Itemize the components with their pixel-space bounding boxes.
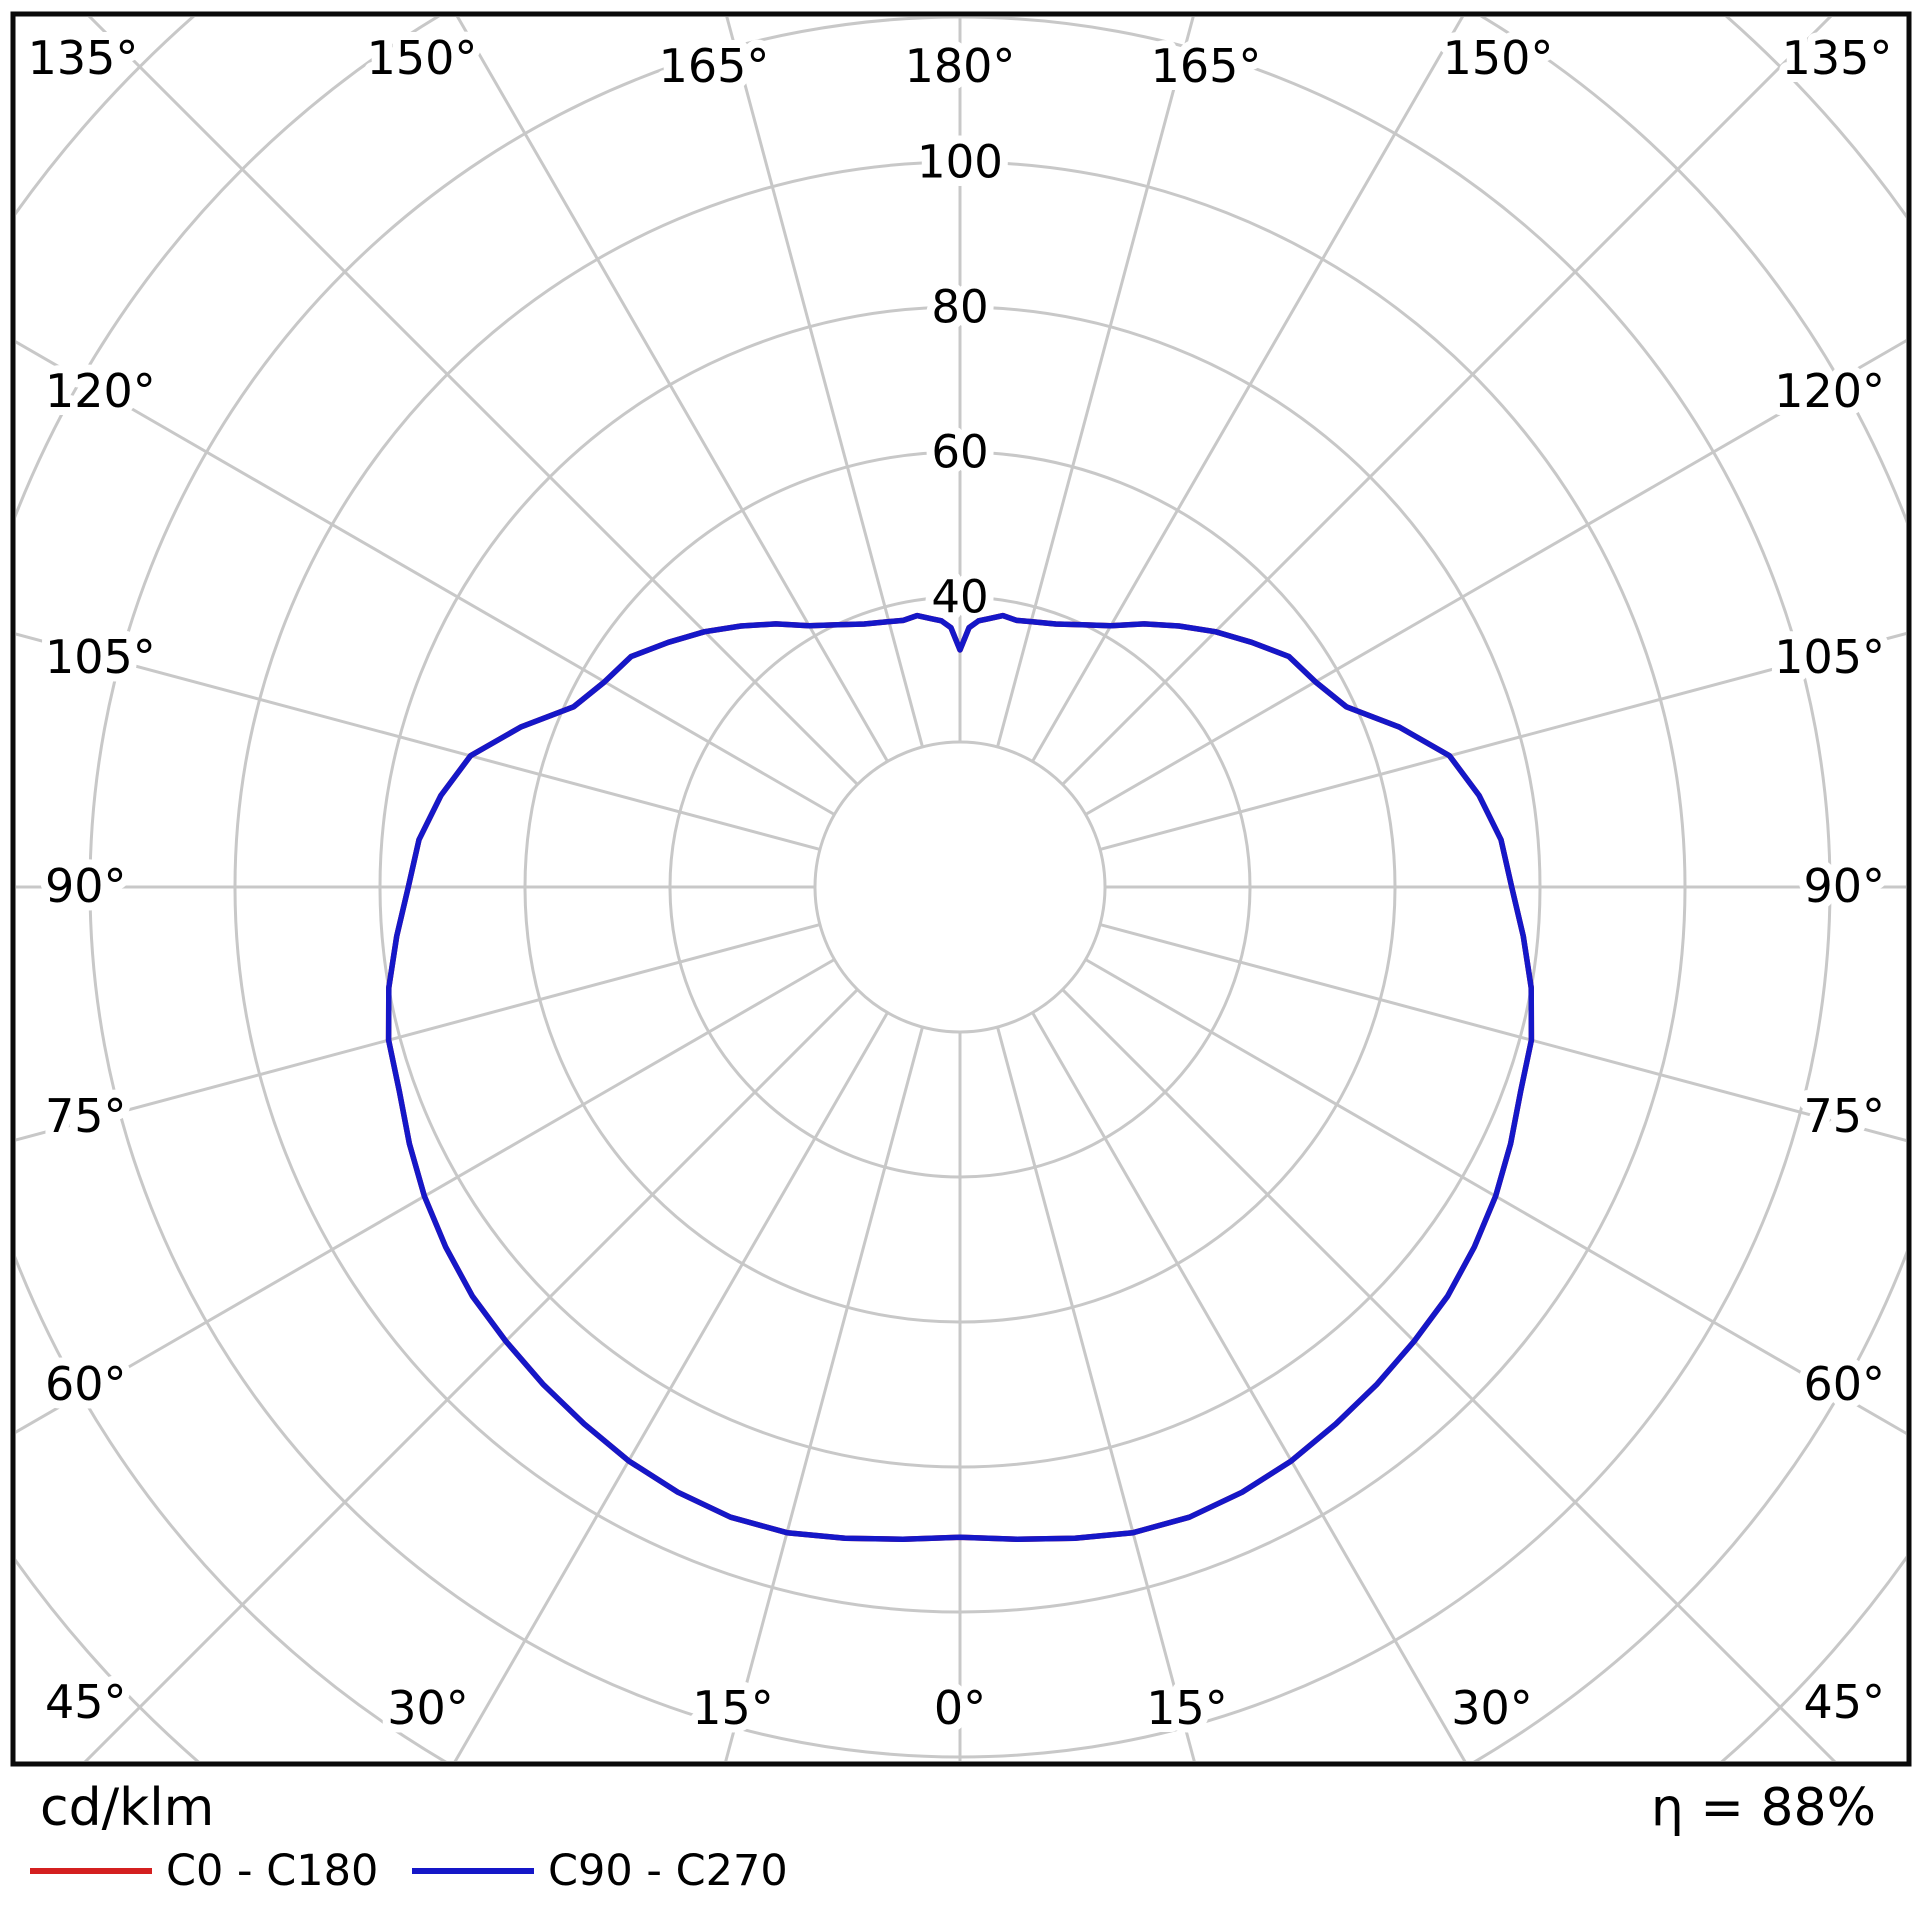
angle-label-bottom-4: 30°: [1451, 1681, 1533, 1735]
legend-swatch-blue-line: [412, 1868, 534, 1874]
spoke-gridline-150deg: [1031, 17, 1465, 763]
radial-tick-label-40: 40: [931, 571, 988, 624]
plot-border: [10, 11, 1912, 1767]
spoke-gridline-165deg: [996, 17, 1195, 748]
angle-label-bottom-1: 15°: [692, 1681, 774, 1735]
spoke-gridline-45deg: [1061, 988, 1837, 1761]
radial-tick-label-80: 80: [931, 281, 988, 334]
legend-label-c90-c270: C90 - C270: [548, 1845, 788, 1896]
spoke-gridline-210deg: [455, 17, 889, 763]
ring-gridline-20: [813, 740, 1107, 1034]
spoke-gridline-195deg: [725, 17, 924, 748]
spoke-gridline-285deg: [16, 923, 821, 1142]
radial-tick-label-60: 60: [931, 426, 988, 479]
c90-c270-curve: [385, 612, 1535, 1542]
spoke-gridline-135deg: [1061, 17, 1833, 786]
spoke-gridline-120deg: [1084, 339, 1906, 816]
angle-label-top-1: 150°: [367, 31, 478, 85]
spoke-gridline-345deg: [724, 1026, 924, 1761]
spoke-gridline-315deg: [83, 988, 859, 1761]
legend-item-c0-c180: C0 - C180: [30, 1846, 378, 1896]
angle-label-right-1: 105°: [1774, 630, 1885, 684]
angle-label-left-4: 60°: [45, 1357, 127, 1411]
angle-label-top-4: 165°: [1151, 39, 1262, 93]
angle-label-left-3: 75°: [45, 1089, 127, 1143]
spoke-gridline-30deg: [1031, 1011, 1467, 1761]
radial-tick-label-100: 100: [917, 136, 1003, 189]
unit-label: cd/klm: [40, 1778, 215, 1838]
spoke-gridline-300deg: [16, 958, 836, 1434]
legend-swatch-red-line: [30, 1868, 152, 1874]
efficiency-value: η = 88%: [1650, 1778, 1876, 1838]
angle-label-left-0: 120°: [45, 364, 156, 418]
angle-label-top-3: 180°: [905, 39, 1016, 93]
legend-label-c0-c180: C0 - C180: [166, 1845, 379, 1896]
spoke-gridline-75deg: [1099, 923, 1906, 1143]
angle-label-left-5: 45°: [45, 1675, 127, 1729]
spoke-gridline-15deg: [996, 1026, 1196, 1761]
angle-label-bottom-0: 30°: [387, 1681, 469, 1735]
spoke-gridline-330deg: [453, 1011, 889, 1761]
spoke-gridline-60deg: [1084, 958, 1906, 1435]
angle-label-left-1: 105°: [45, 630, 156, 684]
angle-label-top-5: 150°: [1443, 31, 1554, 85]
spoke-gridline-225deg: [87, 17, 859, 786]
angle-label-top-0: 135°: [28, 31, 139, 85]
angle-label-left-2: 90°: [45, 859, 127, 913]
angle-label-top-2: 165°: [659, 39, 770, 93]
legend-item-c90-c270: C90 - C270: [412, 1846, 788, 1896]
angle-label-top-6: 135°: [1782, 31, 1893, 85]
angle-label-right-2: 90°: [1803, 859, 1885, 913]
spoke-gridline-105deg: [1099, 631, 1906, 851]
angle-label-bottom-3: 15°: [1146, 1681, 1228, 1735]
angle-label-right-3: 75°: [1803, 1089, 1885, 1143]
spoke-gridline-240deg: [16, 340, 836, 816]
angle-label-right-0: 120°: [1774, 364, 1885, 418]
spoke-gridline-255deg: [16, 632, 821, 851]
angle-label-bottom-2: 0°: [934, 1681, 986, 1735]
angle-label-right-4: 60°: [1803, 1357, 1885, 1411]
angle-label-right-5: 45°: [1803, 1675, 1885, 1729]
